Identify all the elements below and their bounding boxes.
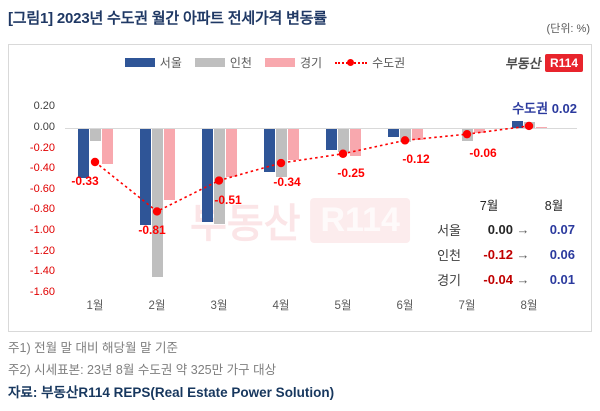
x-axis-label: 6월 bbox=[396, 300, 414, 312]
legend-swatch-icon bbox=[194, 58, 225, 67]
bar-서울-5월 bbox=[325, 129, 337, 150]
arrow-icon: → bbox=[516, 272, 530, 287]
bar-경기-6월 bbox=[411, 129, 423, 141]
legend-swatch-icon bbox=[264, 58, 295, 67]
x-axis-label: 2월 bbox=[148, 300, 166, 312]
bar-인천-8월 bbox=[523, 121, 535, 128]
line-value-label: -0.33 bbox=[71, 173, 99, 188]
bar-인천-7월 bbox=[461, 129, 473, 142]
table-col-header: 8월 bbox=[544, 199, 564, 213]
annotation-table: 7월 8월 서울 0.00 → 0.07 인천 -0.12 → 0.06 경기 -0.04 → 0.01 bbox=[429, 195, 575, 289]
logo-badge: R114 bbox=[544, 53, 583, 72]
table-col-header: 7월 bbox=[479, 199, 499, 213]
chart-area: 서울 인천 경기 수도권 부동산 R114 부동산 R114 수도권 0.02 7월 8… bbox=[8, 44, 592, 332]
unit-label: (단위: %) bbox=[546, 23, 590, 35]
x-axis-label: 1월 bbox=[86, 300, 104, 312]
y-tick-label: -1.40 bbox=[29, 265, 55, 278]
x-axis-label: 8월 bbox=[520, 300, 538, 312]
y-tick-label: -0.80 bbox=[29, 203, 55, 216]
bar-인천-6월 bbox=[399, 129, 411, 143]
table-jul-value: -0.04 bbox=[483, 272, 513, 287]
footnote-2: 주2) 시세표본: 23년 8월 수도권 약 325만 가구 대상 bbox=[8, 363, 277, 377]
bar-인천-2월 bbox=[151, 129, 163, 278]
line-value-label: -0.51 bbox=[214, 192, 242, 207]
chart-legend: 서울 인천 경기 수도권 bbox=[9, 54, 521, 71]
line-value-label: -0.25 bbox=[337, 165, 365, 180]
legend-label: 경기 bbox=[299, 56, 323, 70]
x-axis-label: 3월 bbox=[210, 300, 228, 312]
x-axis-label: 4월 bbox=[272, 300, 290, 312]
x-axis-label: 7월 bbox=[458, 300, 476, 312]
bar-경기-7월 bbox=[473, 129, 485, 134]
table-row-label: 경기 bbox=[437, 273, 461, 288]
y-tick-label: -1.20 bbox=[29, 244, 55, 257]
y-tick-label: -0.40 bbox=[29, 162, 55, 175]
arrow-icon: → bbox=[516, 247, 530, 262]
legend-item-수도권: 수도권 bbox=[335, 54, 405, 71]
line-marker-icon bbox=[90, 157, 100, 167]
table-aug-value: 0.01 bbox=[549, 272, 575, 287]
y-tick-label: -0.60 bbox=[29, 182, 55, 195]
bar-서울-8월 bbox=[511, 120, 523, 128]
bar-서울-6월 bbox=[387, 129, 399, 138]
legend-item-서울: 서울 bbox=[124, 54, 182, 71]
x-axis-label: 5월 bbox=[334, 300, 352, 312]
legend-label: 서울 bbox=[159, 56, 182, 70]
legend-dotted-line-icon bbox=[335, 59, 368, 66]
table-row-label: 서울 bbox=[437, 223, 461, 238]
page-title: [그림1] 2023년 수도권 월간 아파트 전세가격 변동률 bbox=[8, 10, 327, 27]
footnote-1: 주1) 전월 말 대비 해당월 말 기준 bbox=[8, 341, 178, 355]
logo-text: 부동산 bbox=[504, 56, 543, 71]
bar-서울-4월 bbox=[263, 129, 275, 173]
line-value-label: -0.34 bbox=[273, 175, 301, 190]
table-aug-value: 0.07 bbox=[549, 222, 575, 237]
table-jul-value: 0.00 bbox=[487, 222, 513, 237]
y-tick-label: 0.20 bbox=[33, 100, 55, 113]
bar-인천-5월 bbox=[337, 129, 349, 152]
y-tick-label: -1.60 bbox=[29, 285, 55, 298]
legend-marker-icon bbox=[347, 59, 355, 66]
bar-경기-4월 bbox=[287, 129, 299, 160]
source-line: 자료: 부동산R114 REPS(Real Estate Power Solut… bbox=[8, 385, 335, 400]
legend-label: 인천 bbox=[229, 56, 252, 70]
bar-인천-1월 bbox=[89, 129, 101, 142]
table-aug-value: 0.06 bbox=[549, 247, 575, 262]
bar-인천-4월 bbox=[275, 129, 287, 178]
arrow-icon: → bbox=[516, 222, 530, 237]
last-point-label: 수도권 0.02 bbox=[512, 101, 577, 116]
y-tick-label: -1.00 bbox=[29, 224, 55, 236]
legend-swatch-icon bbox=[124, 58, 155, 67]
bar-경기-1월 bbox=[101, 129, 113, 165]
bar-경기-8월 bbox=[535, 126, 547, 128]
legend-label: 수도권 bbox=[372, 56, 406, 70]
legend-item-인천: 인천 bbox=[194, 54, 252, 71]
bar-경기-3월 bbox=[225, 129, 237, 178]
line-value-label: -0.81 bbox=[138, 223, 166, 238]
line-value-label: -0.06 bbox=[469, 146, 497, 161]
table-jul-value: -0.12 bbox=[483, 247, 513, 262]
legend-item-경기: 경기 bbox=[264, 54, 323, 71]
watermark-badge: R114 bbox=[310, 197, 410, 243]
bar-경기-5월 bbox=[349, 129, 361, 156]
r114-logo: 부동산 R114 bbox=[504, 53, 583, 72]
bar-서울-2월 bbox=[139, 129, 151, 225]
table-row-label: 인천 bbox=[437, 248, 461, 263]
bar-인천-3월 bbox=[213, 129, 225, 224]
y-tick-label: 0.00 bbox=[33, 121, 55, 133]
bar-경기-2월 bbox=[163, 129, 175, 201]
line-value-label: -0.12 bbox=[402, 152, 430, 167]
bar-서울-3월 bbox=[201, 129, 213, 222]
y-tick-label: -0.20 bbox=[29, 141, 55, 154]
bar-서울-1월 bbox=[77, 129, 89, 179]
